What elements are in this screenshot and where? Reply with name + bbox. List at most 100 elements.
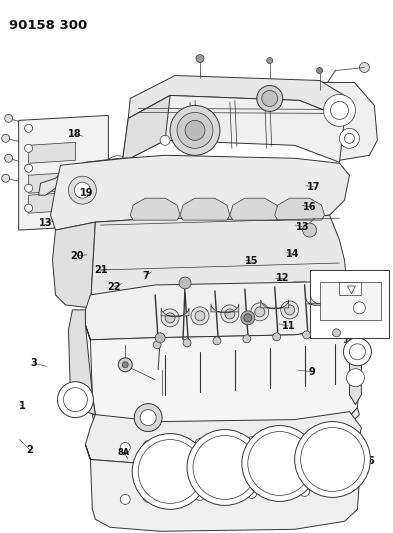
Circle shape: [143, 441, 153, 450]
Polygon shape: [85, 411, 362, 464]
Circle shape: [262, 91, 278, 107]
Circle shape: [342, 301, 353, 311]
Circle shape: [195, 490, 205, 500]
Circle shape: [191, 307, 209, 325]
Circle shape: [345, 133, 354, 143]
Circle shape: [332, 329, 340, 337]
Text: 6: 6: [367, 456, 374, 465]
Circle shape: [331, 101, 349, 119]
Circle shape: [257, 85, 283, 111]
Polygon shape: [211, 304, 239, 313]
Polygon shape: [310, 296, 338, 305]
Circle shape: [25, 204, 33, 212]
Circle shape: [273, 333, 281, 341]
Circle shape: [165, 313, 175, 323]
Circle shape: [241, 311, 255, 325]
Polygon shape: [323, 295, 347, 303]
Circle shape: [310, 299, 329, 317]
Polygon shape: [306, 298, 329, 306]
Circle shape: [64, 387, 87, 411]
Circle shape: [314, 303, 325, 313]
Circle shape: [247, 437, 257, 447]
Polygon shape: [92, 408, 360, 438]
Circle shape: [195, 439, 205, 449]
Polygon shape: [319, 277, 351, 296]
Circle shape: [155, 333, 165, 343]
Polygon shape: [284, 282, 316, 301]
Circle shape: [138, 440, 202, 503]
Polygon shape: [39, 157, 165, 195]
Circle shape: [160, 135, 170, 146]
Circle shape: [5, 115, 13, 123]
Text: 8: 8: [222, 480, 229, 489]
Text: 5: 5: [266, 472, 272, 481]
Polygon shape: [53, 222, 95, 308]
Circle shape: [161, 309, 179, 327]
Polygon shape: [318, 83, 377, 160]
Circle shape: [281, 301, 299, 319]
Text: 10: 10: [331, 287, 344, 297]
Text: 15: 15: [244, 256, 258, 266]
Text: 90158 300: 90158 300: [9, 19, 87, 31]
Circle shape: [251, 303, 269, 321]
Circle shape: [255, 307, 265, 317]
Circle shape: [118, 358, 132, 372]
Circle shape: [193, 435, 257, 499]
Circle shape: [140, 410, 156, 425]
Circle shape: [68, 176, 96, 204]
Circle shape: [120, 495, 130, 504]
Circle shape: [196, 54, 204, 62]
Text: 12: 12: [276, 273, 289, 283]
Circle shape: [225, 309, 235, 319]
Text: 3: 3: [31, 358, 37, 368]
Polygon shape: [18, 116, 108, 230]
Polygon shape: [85, 282, 362, 340]
Polygon shape: [349, 350, 362, 405]
Text: 16: 16: [303, 202, 317, 212]
Polygon shape: [347, 286, 355, 294]
Circle shape: [295, 422, 370, 497]
Polygon shape: [340, 282, 362, 295]
Text: 1: 1: [19, 401, 26, 411]
Circle shape: [5, 154, 13, 162]
Circle shape: [122, 362, 128, 368]
Circle shape: [338, 297, 356, 315]
Polygon shape: [85, 445, 360, 531]
Polygon shape: [180, 198, 230, 220]
Circle shape: [185, 120, 205, 140]
Text: 18: 18: [68, 128, 82, 139]
Circle shape: [25, 144, 33, 152]
Circle shape: [187, 430, 263, 505]
Circle shape: [74, 182, 90, 198]
Circle shape: [195, 311, 205, 321]
Polygon shape: [244, 286, 276, 305]
Circle shape: [347, 369, 364, 386]
Circle shape: [299, 487, 310, 496]
Text: 9: 9: [309, 367, 316, 377]
Text: 20: 20: [70, 251, 84, 261]
Circle shape: [25, 184, 33, 192]
Circle shape: [353, 302, 365, 314]
Circle shape: [153, 341, 161, 349]
Polygon shape: [85, 325, 360, 432]
Circle shape: [247, 488, 257, 498]
Circle shape: [25, 124, 33, 132]
Polygon shape: [122, 95, 345, 162]
Circle shape: [267, 58, 273, 63]
Circle shape: [340, 128, 360, 148]
Circle shape: [343, 338, 371, 366]
Polygon shape: [90, 215, 347, 315]
Circle shape: [221, 305, 239, 323]
Circle shape: [243, 335, 251, 343]
Polygon shape: [130, 198, 180, 220]
Circle shape: [2, 174, 10, 182]
Polygon shape: [29, 172, 75, 193]
Polygon shape: [122, 95, 170, 162]
Circle shape: [336, 483, 347, 494]
Circle shape: [143, 492, 153, 503]
Circle shape: [303, 223, 317, 237]
Text: 21: 21: [94, 265, 107, 275]
Text: 13: 13: [296, 222, 309, 232]
Circle shape: [323, 94, 355, 126]
Circle shape: [57, 382, 94, 417]
